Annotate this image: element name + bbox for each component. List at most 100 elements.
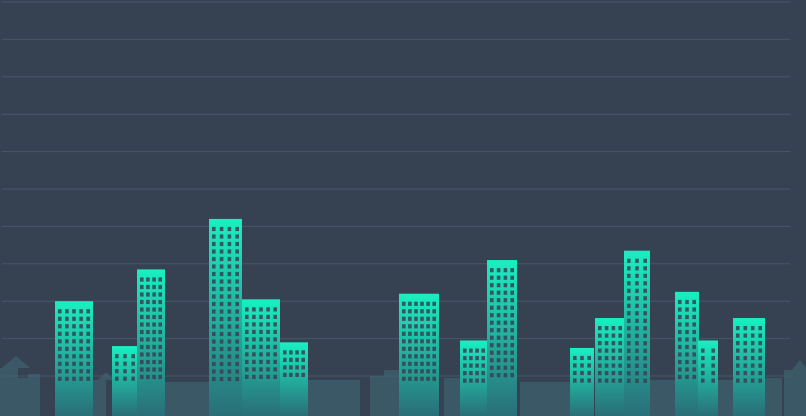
building-window [219, 241, 224, 247]
building-window [611, 326, 616, 331]
building-window [259, 374, 263, 379]
building-window [414, 361, 418, 366]
building-window [152, 314, 156, 320]
building-window [152, 337, 156, 342]
building-window [426, 331, 430, 336]
building-window [58, 324, 62, 329]
building-window [140, 307, 144, 312]
building-window [152, 292, 156, 297]
building-window [618, 363, 622, 368]
building-window [510, 373, 514, 378]
building-window [79, 331, 83, 336]
building-window [219, 286, 224, 292]
building-window [414, 309, 418, 314]
building-window [152, 344, 156, 350]
building-window [496, 305, 501, 310]
building-window [598, 356, 602, 361]
building-window [140, 299, 144, 305]
building-window [152, 359, 156, 365]
building-window [635, 318, 639, 323]
building-window [402, 339, 406, 344]
building-window [635, 333, 639, 338]
silhouette-block [370, 376, 384, 416]
building-window [503, 350, 508, 355]
building-window [158, 352, 162, 357]
building-window [510, 305, 514, 310]
building-window [758, 333, 762, 338]
building-window [58, 376, 62, 381]
building-window [402, 354, 406, 359]
building-window [283, 372, 287, 377]
building-window [65, 339, 69, 344]
building-window [115, 354, 119, 359]
building-window [692, 314, 696, 320]
building-bar [137, 269, 165, 416]
building-window [692, 322, 696, 327]
building-window [58, 354, 62, 359]
building-window [643, 296, 647, 301]
building-window [685, 329, 689, 335]
building-window [685, 359, 689, 365]
building-window [635, 341, 639, 346]
building-window [402, 324, 406, 329]
building-window [627, 363, 631, 368]
building-window [131, 354, 135, 359]
building-window [750, 378, 755, 383]
building-window [158, 329, 162, 335]
building-window [86, 324, 90, 329]
building-window [301, 350, 305, 355]
building-window [635, 356, 639, 361]
building-window [490, 350, 494, 355]
building-window [219, 346, 224, 352]
building-window [158, 359, 162, 365]
building-window [678, 359, 682, 365]
building-window [402, 309, 406, 314]
building-window [266, 359, 270, 364]
building-window [79, 376, 83, 381]
building-window [227, 241, 232, 247]
building-window [227, 376, 232, 382]
building-window [140, 284, 144, 290]
building-window [65, 316, 69, 321]
building-window [743, 348, 748, 353]
building-window [685, 314, 689, 320]
building-window [685, 374, 689, 380]
building-window [496, 335, 501, 340]
building-window [692, 307, 696, 312]
building-window [408, 376, 412, 381]
building-window [643, 266, 647, 271]
building-window [65, 331, 69, 336]
building-window [692, 337, 696, 342]
building-window [273, 314, 277, 319]
building-window [587, 370, 591, 376]
building-window [212, 331, 216, 337]
building-window [212, 294, 216, 299]
building-window [701, 356, 705, 361]
building-window [432, 331, 436, 336]
building-window [140, 322, 144, 327]
building-window [146, 337, 150, 342]
building-window [432, 316, 436, 321]
building-window [758, 363, 762, 368]
building-window [627, 356, 631, 361]
building-window [283, 357, 287, 362]
silhouette-block [764, 378, 782, 416]
building-window [627, 333, 631, 338]
building-window [510, 268, 514, 273]
building-window [678, 352, 682, 357]
building-window [758, 341, 762, 346]
building-window [627, 281, 631, 286]
building-window [212, 271, 216, 277]
building-window [301, 372, 305, 377]
building-window [65, 324, 69, 329]
building-window [611, 371, 616, 376]
building-window [227, 361, 232, 367]
building-window [736, 348, 740, 353]
building-window [252, 374, 256, 379]
building-window [420, 324, 424, 329]
building-window [266, 352, 270, 357]
building-window [580, 378, 584, 383]
building-window [414, 339, 418, 344]
building-window [503, 373, 508, 378]
